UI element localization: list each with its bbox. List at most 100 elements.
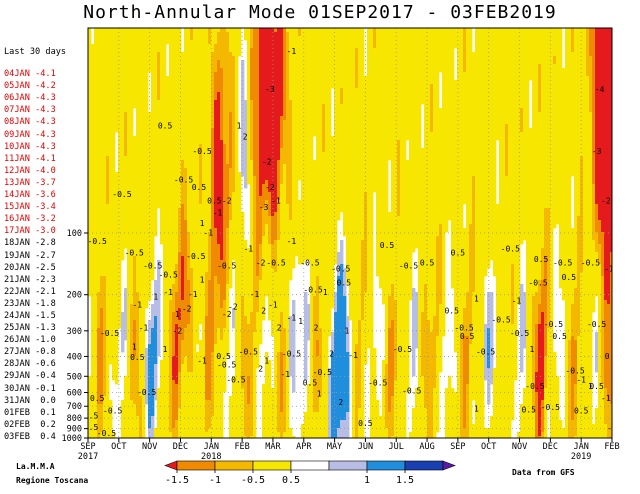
shade-cell xyxy=(229,256,233,261)
shade-cell xyxy=(181,432,185,437)
shade-cell xyxy=(151,424,155,429)
shade-cell xyxy=(172,256,176,261)
shade-cell xyxy=(217,212,221,217)
shade-cell xyxy=(130,332,134,337)
shade-cell xyxy=(160,164,164,169)
shade-cell xyxy=(208,420,212,425)
shade-cell xyxy=(133,364,137,369)
shade-cell xyxy=(178,64,182,69)
shade-cell xyxy=(163,392,167,397)
shade-cell xyxy=(121,108,125,113)
shade-cell xyxy=(100,264,104,269)
shade-cell xyxy=(199,188,203,193)
shade-cell xyxy=(154,68,158,73)
shade-cell xyxy=(139,156,143,161)
shade-cell xyxy=(184,84,188,89)
shade-cell xyxy=(157,280,161,285)
shade-cell xyxy=(223,284,227,289)
shade-cell xyxy=(178,272,182,277)
shade-cell xyxy=(139,232,143,237)
shade-cell xyxy=(172,276,176,281)
shade-cell xyxy=(238,364,242,369)
shade-cell xyxy=(94,200,98,205)
shade-cell xyxy=(100,204,104,209)
shade-cell xyxy=(115,28,119,33)
shade-cell xyxy=(139,48,143,53)
shade-cell xyxy=(241,228,245,233)
shade-cell xyxy=(130,408,134,413)
shade-cell xyxy=(91,428,95,433)
shade-cell xyxy=(166,312,170,317)
shade-cell xyxy=(211,208,215,213)
shade-cell xyxy=(208,344,212,349)
shade-cell xyxy=(163,104,167,109)
shade-cell xyxy=(184,388,188,393)
shade-cell xyxy=(94,164,98,169)
shade-cell xyxy=(103,332,107,337)
shade-cell xyxy=(223,64,227,69)
shade-cell xyxy=(178,108,182,113)
shade-cell xyxy=(166,228,170,233)
shade-cell xyxy=(130,288,134,293)
shade-cell xyxy=(115,96,119,101)
shade-cell xyxy=(139,140,143,145)
shade-cell xyxy=(151,436,155,438)
shade-cell xyxy=(202,148,206,153)
shade-cell xyxy=(163,264,167,269)
shade-cell xyxy=(181,280,185,285)
shade-cell xyxy=(142,368,146,373)
nam-shading xyxy=(88,28,612,438)
shade-cell xyxy=(130,400,134,405)
shade-cell xyxy=(136,108,140,113)
shade-cell xyxy=(193,348,197,353)
shade-cell xyxy=(166,192,170,197)
shade-cell xyxy=(196,280,200,285)
shade-cell xyxy=(163,224,167,229)
shade-cell xyxy=(205,56,209,61)
shade-cell xyxy=(127,64,131,69)
shade-cell xyxy=(136,212,140,217)
shade-cell xyxy=(205,412,209,417)
shade-cell xyxy=(232,212,236,217)
shade-cell xyxy=(133,104,137,109)
shade-cell xyxy=(205,232,209,237)
shade-cell xyxy=(157,128,161,133)
shade-cell xyxy=(130,436,134,438)
shade-cell xyxy=(175,40,179,45)
shade-cell xyxy=(94,332,98,337)
shade-cell xyxy=(97,216,101,221)
shade-cell xyxy=(91,396,95,401)
shade-cell xyxy=(154,136,158,141)
shade-cell xyxy=(202,172,206,177)
shade-cell xyxy=(175,156,179,161)
shade-cell xyxy=(103,316,107,321)
shade-cell xyxy=(133,184,137,189)
shade-cell xyxy=(103,312,107,317)
shade-cell xyxy=(229,228,233,233)
shade-cell xyxy=(226,120,230,125)
shade-cell xyxy=(241,236,245,241)
shade-cell xyxy=(172,236,176,241)
shade-cell xyxy=(187,200,191,205)
shade-cell xyxy=(172,408,176,413)
shade-cell xyxy=(127,432,131,437)
shade-cell xyxy=(100,384,104,389)
shade-cell xyxy=(91,244,95,249)
shade-cell xyxy=(127,180,131,185)
shade-cell xyxy=(187,256,191,261)
shade-cell xyxy=(163,288,167,293)
shade-cell xyxy=(130,60,134,65)
shade-cell xyxy=(106,276,110,281)
shade-cell xyxy=(214,420,218,425)
shade-cell xyxy=(97,344,101,349)
shade-cell xyxy=(148,216,152,221)
shade-cell xyxy=(172,340,176,345)
shade-cell xyxy=(235,212,239,217)
shade-cell xyxy=(226,264,230,269)
shade-cell xyxy=(154,100,158,105)
shade-cell xyxy=(115,256,119,261)
shade-cell xyxy=(181,356,185,361)
shade-cell xyxy=(97,268,101,273)
shade-cell xyxy=(100,44,104,49)
shade-cell xyxy=(103,308,107,313)
